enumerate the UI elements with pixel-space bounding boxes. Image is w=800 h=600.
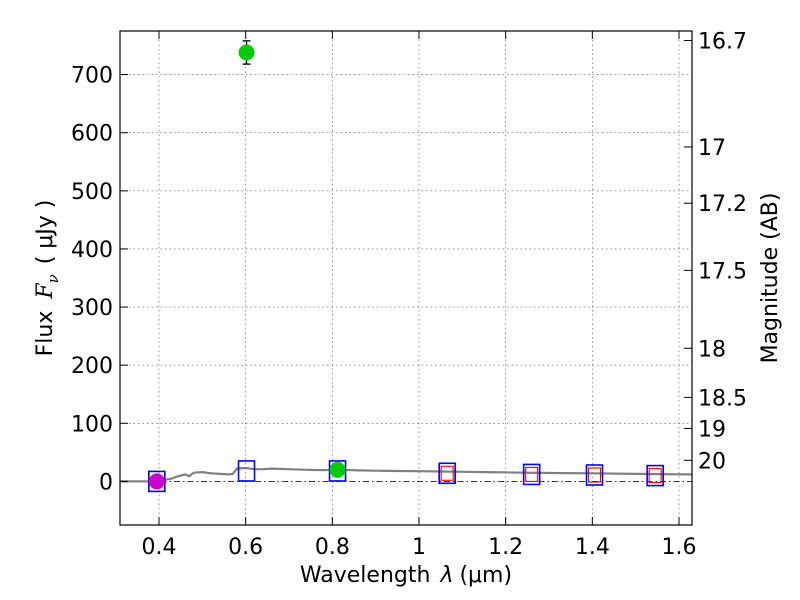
model-photometry-box bbox=[237, 460, 256, 482]
observed-points bbox=[148, 40, 346, 490]
observed-upper-limit-box bbox=[648, 468, 662, 484]
x-label-symbol: λ bbox=[439, 563, 453, 588]
x-label-prefix: Wavelength bbox=[300, 563, 431, 588]
plot-frame bbox=[119, 30, 693, 526]
y-axis-label: Flux Fν ( μJy ) bbox=[33, 200, 62, 357]
x-tick-label: 1.4 bbox=[575, 535, 610, 560]
magnitude-tick-label: 17 bbox=[698, 136, 726, 161]
y-tick-label: 600 bbox=[71, 122, 113, 147]
x-tick-label: 1.2 bbox=[488, 535, 523, 560]
x-tick-label: 0.6 bbox=[228, 535, 263, 560]
model-sed-layer bbox=[120, 466, 692, 483]
magnitude-tick-label: 19 bbox=[698, 417, 726, 442]
magnitude-tick-label: 16.7 bbox=[698, 30, 747, 55]
y-tick-label: 0 bbox=[99, 470, 113, 495]
y-tick-label: 500 bbox=[71, 180, 113, 205]
magnitude-axis-label: Magnitude (AB) bbox=[758, 193, 783, 364]
y-label-prefix: Flux bbox=[33, 311, 58, 357]
observed-upper-limit-box bbox=[525, 466, 539, 482]
model-photometry-box bbox=[585, 464, 604, 486]
photometry-boxes bbox=[148, 460, 664, 493]
y-tick-label: 300 bbox=[71, 296, 113, 321]
model-photometry-box bbox=[522, 463, 541, 486]
y-tick-label: 100 bbox=[71, 412, 113, 437]
y-tick-label: 200 bbox=[71, 354, 113, 379]
magnitude-tick-label: 17.2 bbox=[698, 192, 747, 217]
y-label-symbol: F bbox=[33, 283, 58, 300]
grid-layer bbox=[120, 31, 692, 525]
model-photometry-box bbox=[438, 462, 456, 485]
tick-layer: 0.4 0.6 0.8 1 1.2 1.4 1.6 0 100 200 300 400 500 600 70… bbox=[71, 30, 747, 560]
model-photometry-box bbox=[328, 460, 347, 482]
observed-upper-limit-box bbox=[587, 467, 602, 483]
model-photometry-box bbox=[646, 464, 664, 487]
model-sed-curve bbox=[120, 466, 692, 483]
y-label-subscript: ν bbox=[44, 274, 62, 283]
x-tick-label: 0.8 bbox=[315, 535, 350, 560]
y-label-unit: ( μJy ) bbox=[33, 200, 58, 265]
observed-flux-point bbox=[329, 461, 346, 478]
x-axis-label: Wavelength λ (μm) bbox=[300, 563, 512, 588]
magnitude-tick-label: 20 bbox=[698, 449, 726, 474]
magnitude-tick-label: 18.5 bbox=[698, 386, 747, 411]
x-tick-label: 0.4 bbox=[142, 535, 177, 560]
observed-flux-point bbox=[238, 44, 255, 61]
observed-upper-limit-box bbox=[440, 465, 454, 481]
x-tick-label: 1.6 bbox=[662, 535, 697, 560]
y-tick-label: 700 bbox=[71, 64, 113, 89]
x-label-unit: (μm) bbox=[459, 563, 512, 588]
y-tick-label: 400 bbox=[71, 238, 113, 263]
observed-flux-point bbox=[148, 473, 165, 490]
magnitude-tick-label: 17.5 bbox=[698, 259, 747, 284]
magnitude-tick-label: 18 bbox=[698, 337, 726, 362]
x-tick-label: 1 bbox=[412, 535, 426, 560]
